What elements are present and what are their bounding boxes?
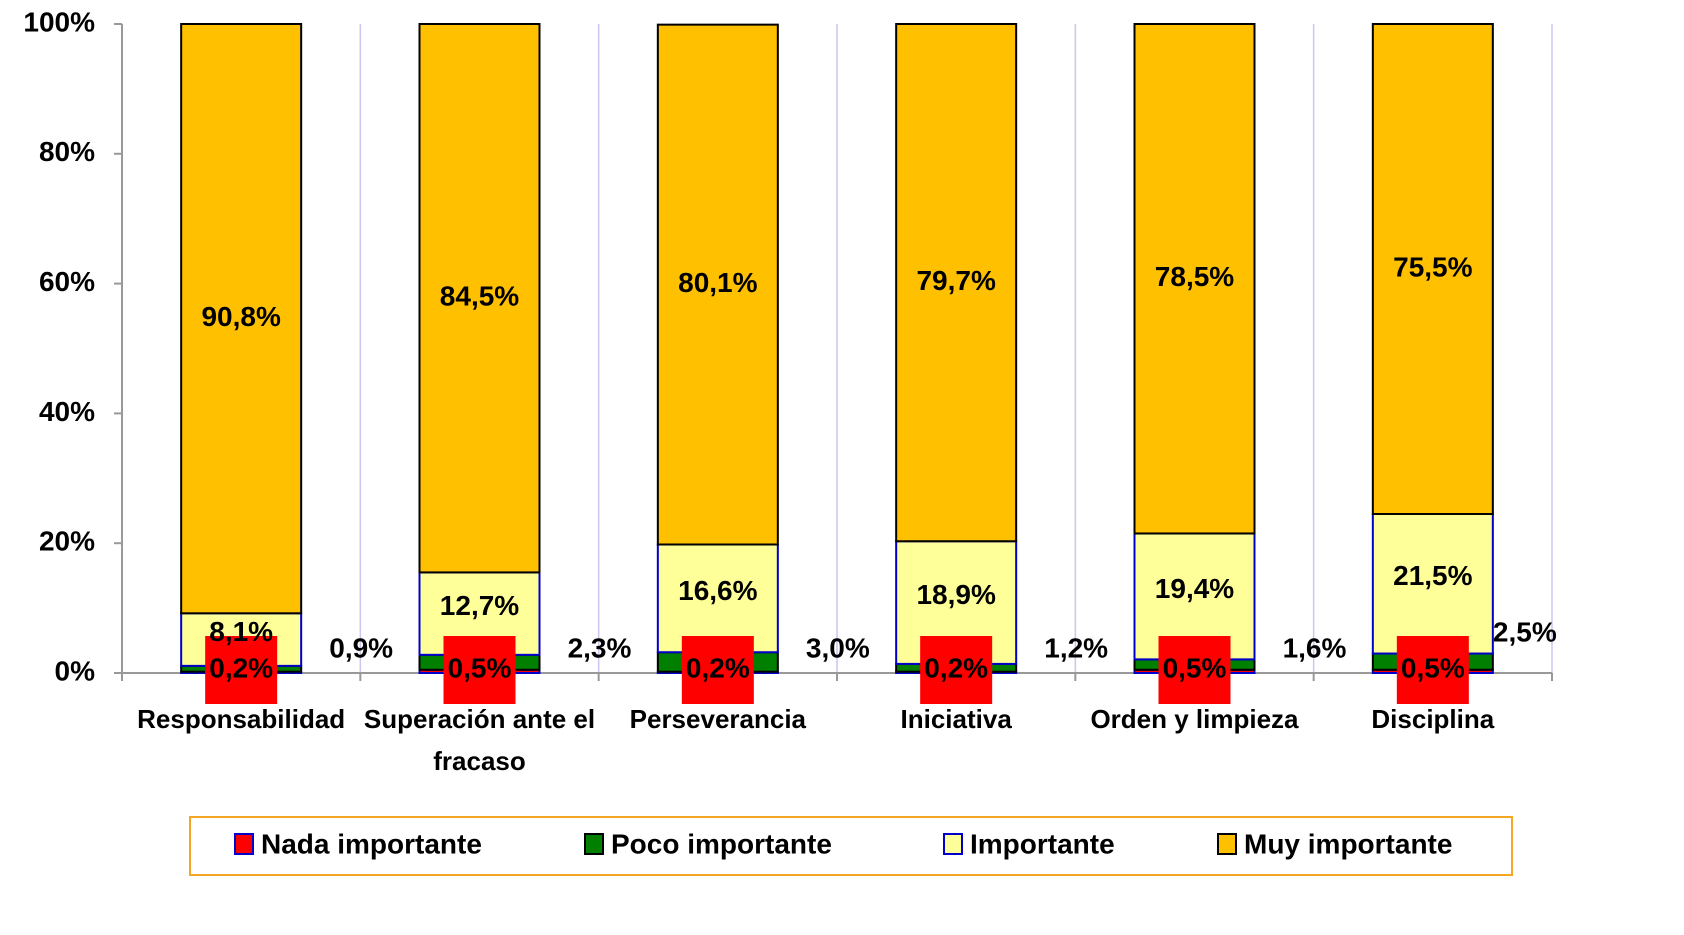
bar-segment [180,23,303,615]
y-tick-label: 60% [39,266,95,297]
data-label: 3,0% [806,632,870,663]
x-tick-label: Perseverancia [629,704,807,734]
legend-box [189,816,1513,876]
data-label: 78,5% [1155,261,1234,292]
data-label: 0,9% [329,632,393,663]
bar-segment [656,23,779,546]
x-tick-label: Responsabilidad [137,704,346,734]
data-label: 2,5% [1493,616,1557,647]
x-tick-label: Superación ante el fracaso [363,704,596,776]
legend-swatch [943,833,963,855]
bar-segment [895,23,1018,543]
legend-swatch [234,833,254,855]
y-tick-label: 100% [23,6,95,37]
legend-label: Importante [970,828,1115,859]
label-bg [205,636,278,704]
data-label: 0,5% [1163,652,1227,683]
data-label: 0,5% [448,652,512,683]
bar-segment [1133,23,1256,535]
data-label: 90,8% [201,301,280,332]
data-label: 12,7% [440,590,519,621]
data-label: 2,3% [568,632,632,663]
bar-segment [1371,512,1494,655]
data-label: 0,2% [924,652,988,683]
bar-segment [656,543,779,654]
label-bg [1396,636,1469,704]
label-bg [443,636,516,704]
data-label: 1,6% [1283,632,1347,663]
data-label: 8,1% [209,616,273,647]
data-label: 19,4% [1155,573,1234,604]
data-label: 79,7% [916,265,995,296]
label-bg [1158,636,1231,704]
x-tick-label: Disciplina [1371,704,1495,734]
data-label: 0,5% [1401,652,1465,683]
data-label: 84,5% [440,281,519,312]
y-tick-label: 40% [39,396,95,427]
data-label: 1,2% [1044,632,1108,663]
data-label: 18,9% [916,579,995,610]
legend-label: Nada importante [261,828,482,859]
legend-swatch [584,833,604,855]
legend-label: Poco importante [611,828,832,859]
data-label: 0,2% [209,652,273,683]
legend-swatch [1217,833,1237,855]
label-bg [681,636,754,704]
x-tick-label: Iniciativa [900,704,1012,734]
y-tick-label: 20% [39,526,95,557]
data-label: 80,1% [678,267,757,298]
label-bg [920,636,993,704]
data-label: 21,5% [1393,560,1472,591]
y-tick-label: 80% [39,136,95,167]
data-label: 75,5% [1393,251,1472,282]
legend-label: Muy importante [1244,828,1452,859]
y-tick-label: 0% [55,655,96,686]
data-label: 0,2% [686,652,750,683]
bar-segment [418,23,541,574]
data-label: 16,6% [678,575,757,606]
bar-segment [1371,23,1494,515]
x-tick-label: Orden y limpieza [1090,704,1299,734]
